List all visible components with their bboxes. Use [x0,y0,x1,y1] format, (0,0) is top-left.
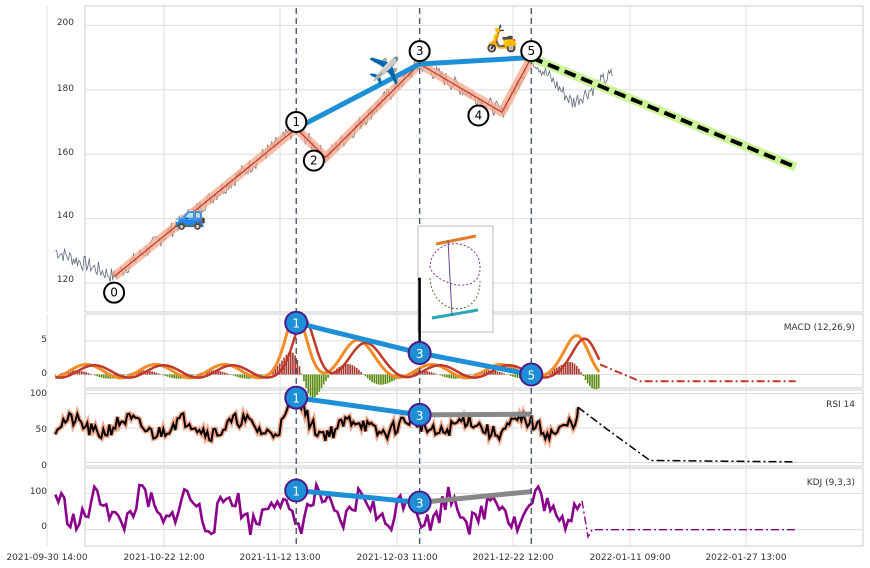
y-tick-label: 200 [57,18,74,28]
y-tick-label: 100 [30,487,47,497]
y-tick-label: 50 [36,425,48,435]
rsi-label: RSI 14 [826,400,855,410]
wave-marker-circle [408,40,431,63]
rsi-forecast-line [577,406,796,463]
airplane-icon: ✈️ [368,54,400,86]
wave-marker-label: 3 [416,44,424,58]
x-tick-label: 2022-01-27 13:00 [705,553,786,563]
macd-label: MACD (12,26,9) [784,323,855,333]
rsi-marker-line [295,395,420,418]
gridlines [46,6,863,546]
rsi-marker-label: 3 [416,409,424,423]
rsi-marker-circle [284,385,309,410]
wave-marker-circle [520,40,543,63]
macd-marker-circle [407,341,432,366]
y-tick-label: 0 [41,369,47,379]
macd-forecast-line [599,363,796,383]
rsi-y-tick-labels: 100 50 0 [30,389,47,471]
wave-marker-label: 2 [310,154,318,168]
kdj-label: KDJ (9,3,3) [807,478,855,488]
x-tick-label: 2021-12-03 11:00 [356,553,437,563]
inset-bar [431,308,479,320]
macd-marker-circle [519,362,544,387]
wave-marker-circle [285,110,308,133]
y-tick-label: 180 [57,84,74,94]
x-tick-label: 2021-10-22 12:00 [123,553,204,563]
car-icon: 🚙 [174,201,206,231]
x-tick-label: 2021-11-12 13:00 [239,553,320,563]
kdj-marker-label: 3 [416,496,424,510]
overlay-layer: 0 1 2 3 4 5 🚙 ✈️ 🛵 1 3 5 1 3 1 3 [103,8,544,546]
wave-marker-circle [302,149,325,172]
inset-bar [435,234,477,246]
rsi-trend-line [419,411,532,418]
x-tick-label: 2021-09-30 14:00 [6,553,87,563]
wave-marker-label: 1 [292,115,300,129]
wave-marker-label: 4 [475,109,483,123]
y-tick-label: 0 [41,461,47,471]
rsi-line [54,393,579,444]
kdj-marker-line [295,488,420,505]
pointer-arrow [418,277,421,352]
wave-line [113,57,532,278]
macd-marker-circle [284,310,309,335]
x-tick-label: 2022-01-11 09:00 [589,553,670,563]
macd-marker-label: 1 [292,317,300,331]
y-tick-label: 0 [41,522,47,532]
scooter-icon: 🛵 [486,24,518,54]
wave-marker-label: 0 [110,286,118,300]
y-tick-label: 160 [57,148,74,158]
kdj-marker-circle [284,478,309,503]
kdj-marker-label: 1 [292,484,300,498]
x-tick-labels: 2021-09-30 14:00 2021-10-22 12:00 2021-1… [6,553,786,563]
kdj-marker-circle [407,490,432,515]
kdj-trend-line [419,489,532,505]
main-y-tick-labels: 200 180 160 140 120 [57,18,74,285]
inset-box [417,225,494,333]
wave-marker-circle [103,281,126,304]
wave-marker-label: 5 [527,44,535,58]
wave-marker-circle [467,104,490,127]
y-tick-label: 5 [41,335,47,345]
y-tick-label: 140 [57,211,74,221]
macd-marker-label: 5 [527,369,535,383]
forecast-line [530,55,797,169]
y-tick-label: 120 [57,275,74,285]
macd-y-tick-labels: 5 0 [41,335,47,379]
kdj-forecast-line [581,500,796,540]
x-tick-label: 2021-12-22 12:00 [472,553,553,563]
y-tick-label: 100 [30,389,47,399]
rsi-marker-label: 1 [292,392,300,406]
inset-stroke [447,239,453,317]
kdj-y-tick-labels: 100 0 [30,487,47,532]
macd-signal-line [55,317,601,379]
macd-marker-label: 3 [416,347,424,361]
rsi-marker-circle [407,402,432,427]
